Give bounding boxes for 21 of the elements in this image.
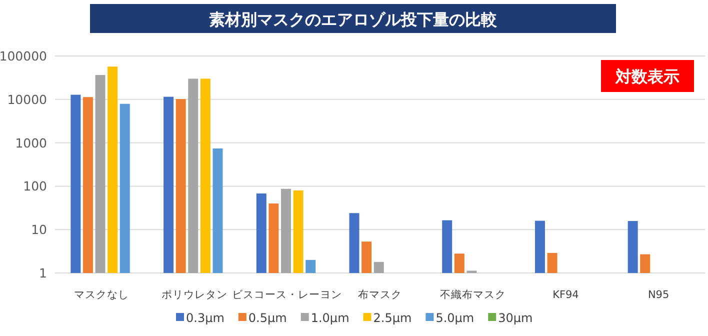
x-tick-label: ビスコース・レーヨン xyxy=(232,289,342,301)
x-tick-label: マスクなし xyxy=(74,289,129,301)
y-tick-label: 100 xyxy=(23,178,48,194)
y-tick-label: 10 xyxy=(31,222,48,238)
y-tick-label: 1 xyxy=(39,266,47,280)
legend-label: 0.5μm xyxy=(248,311,287,325)
legend-label: 2.5μm xyxy=(373,311,412,325)
y-tick-label: 100000 xyxy=(0,48,48,64)
legend-label: 1.0μm xyxy=(310,311,350,325)
x-tick-label: 不織布マスク xyxy=(440,288,506,301)
legend-label: 30μm xyxy=(498,311,533,325)
x-tick-label: KF94 xyxy=(552,289,580,301)
x-tick-label: 布マスク xyxy=(358,289,402,301)
annotation: 対数表示 xyxy=(614,67,680,86)
y-tick-label: 1000 xyxy=(15,135,48,150)
x-tick-label: N95 xyxy=(648,289,670,301)
legend-label: 0.3μm xyxy=(186,311,224,325)
x-tick-label: ポリウレタン xyxy=(161,289,228,301)
chart-title: 素材別マスクのエアロゾル投下量の比較 xyxy=(209,10,498,29)
y-tick-label: 10000 xyxy=(7,92,48,107)
legend-label: 5.0μm xyxy=(436,311,474,325)
